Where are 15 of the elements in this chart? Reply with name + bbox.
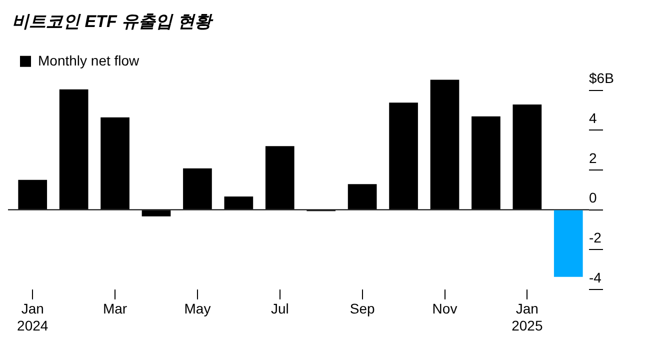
x-tick-label: Jan 2024 — [17, 300, 48, 334]
y-tick-label: -4 — [589, 269, 602, 286]
y-tick-label: -2 — [589, 229, 602, 246]
chart-title: 비트코인 ETF 유출입 현황 — [12, 12, 214, 31]
x-tick-label: Sep — [350, 300, 375, 317]
x-tick-label: Nov — [432, 300, 458, 317]
y-tick-label: 0 — [589, 190, 597, 206]
x-tick-label: Jan 2025 — [512, 300, 543, 334]
x-tick-label: Jul — [270, 300, 289, 317]
x-tick-label: Mar — [102, 300, 128, 317]
y-tick-label: $6B — [589, 70, 614, 86]
x-tick-label: May — [184, 300, 211, 317]
y-tick-label: 2 — [589, 150, 597, 166]
legend-label: Monthly net flow — [38, 52, 140, 68]
y-tick-label: 4 — [589, 110, 597, 126]
